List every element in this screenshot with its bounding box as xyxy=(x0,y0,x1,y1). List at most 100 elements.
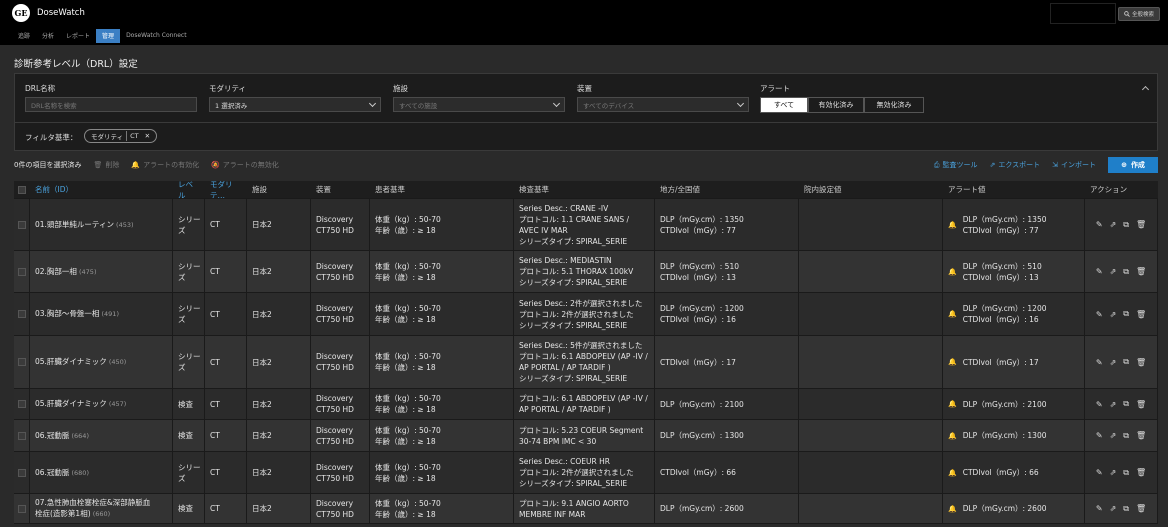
drl-name-cont: 栓症(造影第1相) xyxy=(35,509,91,518)
external-link-icon[interactable]: ⇗ xyxy=(1109,504,1117,513)
external-link-icon[interactable]: ⇗ xyxy=(1109,399,1117,409)
name-cell: 02.胸部一相 (475) xyxy=(30,251,173,292)
nav-tab-0[interactable]: 追跡 xyxy=(18,33,31,40)
pencil-icon[interactable]: ✎ xyxy=(1095,309,1103,319)
trash-icon[interactable]: 🗑 xyxy=(1135,468,1147,477)
column-header[interactable]: レベル xyxy=(178,181,193,198)
exam-criteria-cell-line: プロトコル: 1.1 CRANE SANS / xyxy=(519,214,630,224)
alert-filter-option[interactable]: 有効化済み xyxy=(808,97,864,113)
copy-icon[interactable]: ⧉ xyxy=(1123,399,1129,408)
table-row[interactable]: 02.胸部一相 (475) シリーズ CT 日本2 Discovery CT750 HD 体… xyxy=(14,251,1158,293)
pencil-icon[interactable]: ✎ xyxy=(1095,431,1103,440)
column-header[interactable]: 名前（ID） xyxy=(35,185,73,194)
table-row[interactable]: 01.頭部単純ルーティン (453) シリーズ CT 日本2 Discovery CT75… xyxy=(14,199,1158,251)
alert-filter-option[interactable]: 無効化済み xyxy=(864,97,924,113)
table-row[interactable]: 06.冠動脈 (664) 検査 CT 日本2 Discovery CT750 HD 体重（k… xyxy=(14,420,1158,452)
drl-name: 03.胸部〜骨盤一相 xyxy=(35,309,100,318)
pencil-icon[interactable]: ✎ xyxy=(1095,357,1103,367)
nav-tab-3[interactable]: 管理 xyxy=(96,28,121,43)
delete-button[interactable]: 🗑 削除 xyxy=(93,160,119,170)
drl-id: (664) xyxy=(69,431,89,440)
pencil-icon[interactable]: ✎ xyxy=(1095,468,1103,477)
row-checkbox[interactable] xyxy=(17,400,26,408)
row-checkbox[interactable] xyxy=(17,220,26,229)
facility-cell-line: 日本2 xyxy=(252,399,272,409)
nav-tab-1[interactable]: 分析 xyxy=(42,33,55,40)
facility-cell-line: 日本2 xyxy=(252,267,272,276)
row-checkbox[interactable] xyxy=(17,358,26,366)
external-link-icon[interactable]: ⇗ xyxy=(1109,357,1117,367)
alert-values: DLP（mGy.cm）: 2600 xyxy=(963,503,1047,514)
trash-icon[interactable]: 🗑 xyxy=(1135,357,1147,367)
trash-icon[interactable]: 🗑 xyxy=(1135,220,1147,229)
enable-alert-button[interactable]: 🔔 アラートの有効化 xyxy=(131,160,199,170)
trash-icon[interactable]: 🗑 xyxy=(1135,399,1147,409)
trash-icon[interactable]: 🗑 xyxy=(1135,504,1147,513)
facility-cell-line: 日本2 xyxy=(252,220,272,229)
main-nav: 追跡 分析 レポート 管理 DoseWatch Connect xyxy=(0,26,1168,45)
alert-filter-option[interactable]: すべて xyxy=(760,97,808,113)
import-button[interactable]: ⇲ インポート xyxy=(1052,160,1096,170)
external-link-icon[interactable]: ⇗ xyxy=(1109,309,1117,319)
table-row[interactable]: 05.肝臓ダイナミック (457) 検査 CT 日本2 Discovery CT750 H… xyxy=(14,389,1158,420)
reference-value-cell: DLP（mGy.cm）: 1350 CTDIvol（mGy）: 77 xyxy=(655,199,799,250)
global-search-button[interactable]: 全般検索 xyxy=(1118,6,1160,21)
column-header: 検査基準 xyxy=(519,185,549,194)
row-checkbox[interactable] xyxy=(17,431,26,440)
collapse-chevron-up-icon[interactable] xyxy=(1141,85,1150,94)
bell-icon: 🔔 xyxy=(948,400,957,408)
audit-tool-button[interactable]: ⎙ 監査ツール xyxy=(934,160,978,170)
copy-icon[interactable]: ⧉ xyxy=(1123,467,1129,477)
export-button[interactable]: ⇗ エクスポート xyxy=(989,160,1040,170)
bell-icon: 🔔 xyxy=(948,504,957,513)
remove-chip-close-icon[interactable]: ✕ xyxy=(144,132,151,140)
nav-tab-2[interactable]: レポート xyxy=(66,33,91,40)
alert-value-cell: 🔔 DLP（mGy.cm）: 1350 CTDIvol（mGy）: 77 xyxy=(943,199,1085,250)
drl-name: 06.冠動脈 xyxy=(35,430,70,440)
table-row[interactable]: 06.冠動脈 (680) シリーズ CT 日本2 Discovery CT750 HD 体重… xyxy=(14,452,1158,494)
disable-alert-button[interactable]: 🔕 アラートの無効化 xyxy=(211,160,279,170)
column-header[interactable]: モダリテ… xyxy=(210,181,233,198)
create-button[interactable]: ⊕ 作成 xyxy=(1108,157,1158,173)
trash-icon[interactable]: 🗑 xyxy=(1135,267,1147,276)
facility-select[interactable]: すべての施設 xyxy=(393,97,565,112)
copy-icon[interactable]: ⧉ xyxy=(1123,430,1129,440)
level-cell: 検査 xyxy=(173,389,205,419)
level-cell-line: 検査 xyxy=(178,504,193,513)
select-all-checkbox[interactable] xyxy=(18,185,26,194)
copy-icon[interactable]: ⧉ xyxy=(1123,309,1129,318)
device-select[interactable]: すべてのデバイス xyxy=(577,97,749,112)
copy-icon[interactable]: ⧉ xyxy=(1123,357,1129,366)
row-checkbox[interactable] xyxy=(17,267,26,276)
external-link-icon[interactable]: ⇗ xyxy=(1109,431,1117,440)
copy-icon[interactable]: ⧉ xyxy=(1123,503,1129,513)
trash-icon[interactable]: 🗑 xyxy=(1135,309,1147,319)
modality-select[interactable]: 1 選択済み xyxy=(209,97,381,112)
copy-icon[interactable]: ⧉ xyxy=(1123,266,1129,276)
facility-cell: 日本2 xyxy=(247,251,311,292)
external-link-icon[interactable]: ⇗ xyxy=(1109,468,1117,477)
table-row[interactable]: 05.肝臓ダイナミック (450) シリーズ CT 日本2 Discovery CT750… xyxy=(14,336,1158,389)
external-link-icon[interactable]: ⇗ xyxy=(1109,220,1117,229)
pencil-icon[interactable]: ✎ xyxy=(1095,220,1103,229)
table-row[interactable]: 03.胸部〜骨盤一相 (491) シリーズ CT 日本2 Discovery CT750 … xyxy=(14,293,1158,336)
level-cell-line: シリー xyxy=(178,304,201,313)
row-checkbox[interactable] xyxy=(17,310,26,318)
pencil-icon[interactable]: ✎ xyxy=(1095,504,1103,513)
drl-id: (457) xyxy=(106,400,127,408)
pencil-icon[interactable]: ✎ xyxy=(1095,399,1103,409)
facility-cell-line: 日本2 xyxy=(252,468,272,477)
table-row[interactable]: 07.急性肺血栓塞栓症&深部静脈血 栓症(造影第1相) (660) 検査 CT 日本2 D… xyxy=(14,494,1158,524)
copy-icon[interactable]: ⧉ xyxy=(1123,219,1129,229)
row-checkbox[interactable] xyxy=(17,504,26,513)
alert-value-line: CTDIvol（mGy）: 66 xyxy=(962,468,1039,477)
drl-name-search-input[interactable]: DRL名称を検索 xyxy=(25,97,197,112)
row-checkbox[interactable] xyxy=(17,468,26,477)
nav-tab-4[interactable]: DoseWatch Connect xyxy=(126,32,187,39)
name-text: 05.肝臓ダイナミック (450) xyxy=(35,356,167,368)
external-link-icon[interactable]: ⇗ xyxy=(1109,267,1117,276)
user-area[interactable] xyxy=(1050,3,1116,24)
pencil-icon[interactable]: ✎ xyxy=(1095,267,1103,276)
trash-icon[interactable]: 🗑 xyxy=(1135,431,1147,440)
alert-value-line: DLP（mGy.cm）: 2600 xyxy=(962,504,1047,513)
